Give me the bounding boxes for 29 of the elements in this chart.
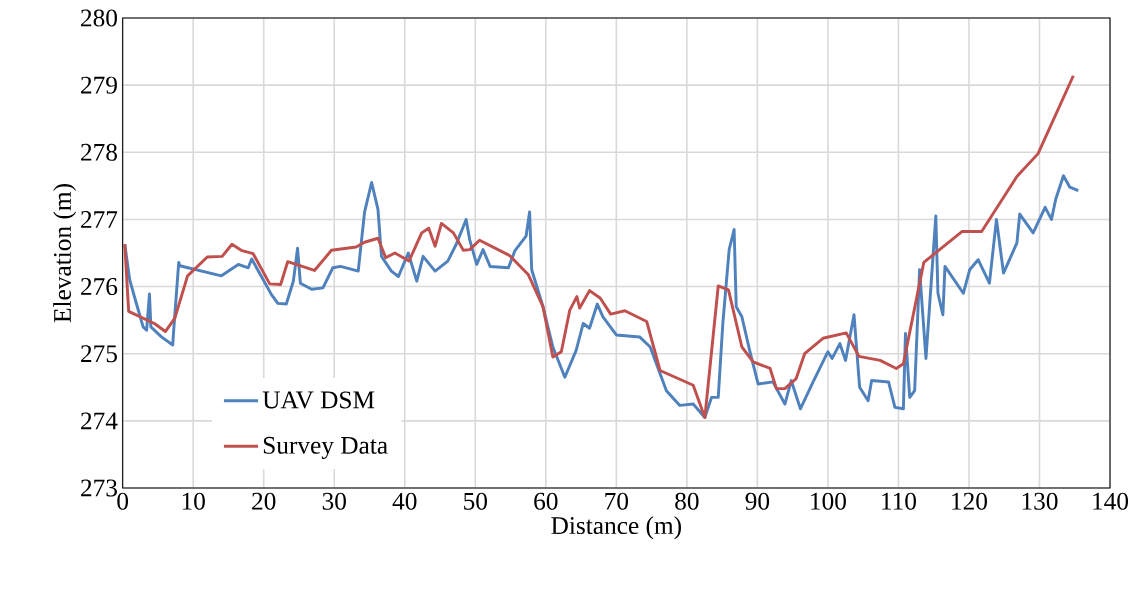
x-tick-label: 20 — [252, 492, 276, 510]
y-tick-label: 280 — [81, 9, 117, 27]
x-tick-label: 70 — [605, 492, 629, 510]
x-tick-label: 100 — [811, 492, 846, 510]
y-tick-label: 275 — [81, 345, 117, 363]
x-tick-label: 80 — [675, 492, 699, 510]
legend-label: UAV DSM — [262, 391, 375, 409]
y-tick-label: 273 — [81, 479, 117, 497]
x-tick-label: 130 — [1022, 492, 1058, 510]
legend-label: Survey Data — [263, 436, 388, 460]
x-tick-label: 40 — [392, 492, 417, 510]
y-tick-label: 277 — [81, 211, 118, 228]
line-series — [123, 174, 1080, 419]
y-tick-label: 274 — [81, 412, 118, 430]
x-tick-label: 60 — [534, 492, 558, 510]
line-series — [123, 74, 1075, 419]
x-tick-label: 120 — [952, 492, 987, 510]
x-tick-label: 10 — [182, 492, 205, 510]
y-axis-title: Elevation (m) — [53, 184, 77, 323]
x-tick-label: 110 — [882, 492, 916, 510]
x-tick-label: 140 — [1093, 492, 1129, 510]
x-tick-label: 30 — [322, 492, 346, 510]
y-tick-label: 276 — [81, 278, 118, 296]
x-tick-label: 90 — [745, 492, 770, 510]
x-axis-title: Distance (m) — [551, 516, 681, 540]
y-tick-label: 279 — [81, 76, 117, 94]
y-tick-label: 278 — [81, 143, 117, 161]
x-tick-label: 50 — [464, 492, 487, 510]
x-tick-label: 0 — [117, 492, 129, 510]
